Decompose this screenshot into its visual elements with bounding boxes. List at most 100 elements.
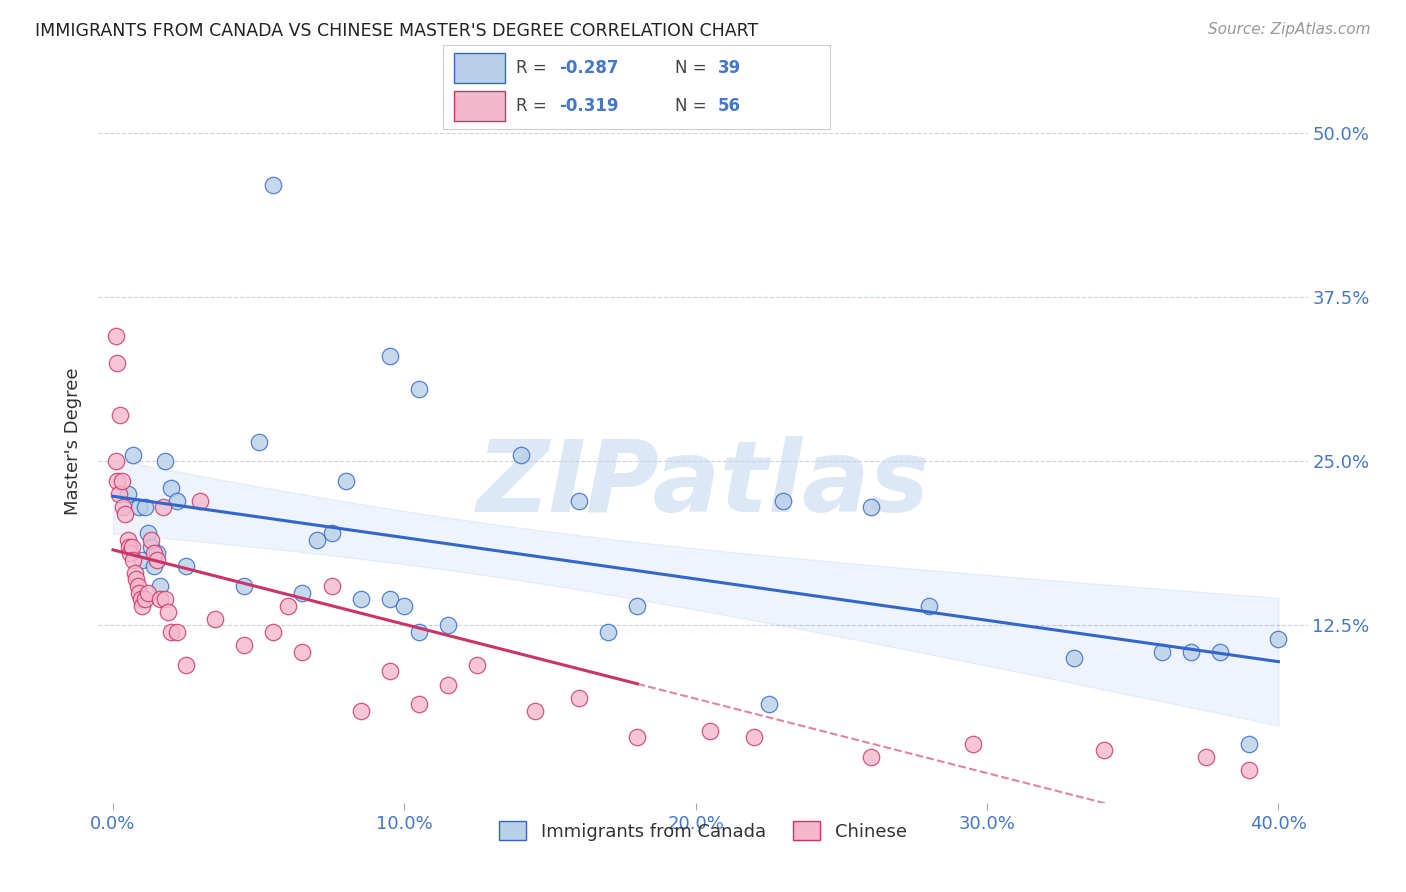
Point xyxy=(509,448,531,462)
Text: -0.319: -0.319 xyxy=(560,97,619,115)
Text: N =: N = xyxy=(675,97,711,115)
Text: ZIPatlas: ZIPatlas xyxy=(477,436,929,533)
Text: 56: 56 xyxy=(717,97,741,115)
Point xyxy=(174,559,197,574)
Point xyxy=(568,493,591,508)
Point xyxy=(1194,749,1216,764)
Point xyxy=(1267,632,1289,646)
Point xyxy=(568,690,591,705)
Point xyxy=(408,625,430,640)
Point xyxy=(408,382,430,396)
Text: R =: R = xyxy=(516,97,553,115)
Point xyxy=(128,585,150,599)
Point xyxy=(108,487,131,501)
Point xyxy=(437,618,460,632)
Point xyxy=(155,592,177,607)
Point xyxy=(134,500,156,515)
Point xyxy=(742,730,765,744)
Point xyxy=(321,526,343,541)
Point xyxy=(247,434,270,449)
Point xyxy=(962,737,984,751)
Point xyxy=(114,507,136,521)
Text: IMMIGRANTS FROM CANADA VS CHINESE MASTER'S DEGREE CORRELATION CHART: IMMIGRANTS FROM CANADA VS CHINESE MASTER… xyxy=(35,22,758,40)
Point xyxy=(166,625,188,640)
Point xyxy=(160,481,183,495)
Point xyxy=(129,592,152,607)
Point xyxy=(350,592,373,607)
Point xyxy=(291,645,314,659)
Point xyxy=(117,487,139,501)
Point xyxy=(104,454,127,468)
Point xyxy=(859,749,882,764)
Point xyxy=(125,573,148,587)
Point xyxy=(112,500,135,515)
Point xyxy=(128,500,150,515)
Point xyxy=(1092,743,1115,757)
Text: R =: R = xyxy=(516,59,553,77)
Point xyxy=(305,533,328,547)
Point xyxy=(262,178,284,193)
Text: 39: 39 xyxy=(717,59,741,77)
Point xyxy=(121,540,143,554)
Point xyxy=(124,566,146,580)
Point xyxy=(149,592,172,607)
Point xyxy=(465,657,488,672)
Point xyxy=(378,349,401,363)
Point xyxy=(145,546,167,560)
Point xyxy=(152,500,174,515)
Point xyxy=(394,599,416,613)
Bar xyxy=(454,91,505,120)
Point xyxy=(155,454,177,468)
Point xyxy=(758,698,780,712)
Point xyxy=(160,625,183,640)
Point xyxy=(378,665,401,679)
Point xyxy=(699,723,721,738)
Point xyxy=(134,592,156,607)
Point xyxy=(105,356,128,370)
Point xyxy=(104,329,127,343)
Point xyxy=(1239,763,1261,777)
Point xyxy=(598,625,620,640)
Text: -0.287: -0.287 xyxy=(560,59,619,77)
Point xyxy=(190,493,212,508)
Point xyxy=(127,579,149,593)
Point xyxy=(145,553,167,567)
Point xyxy=(136,526,159,541)
Point xyxy=(131,599,153,613)
Point xyxy=(139,533,162,547)
Point xyxy=(1063,651,1085,665)
Legend: Immigrants from Canada, Chinese: Immigrants from Canada, Chinese xyxy=(492,814,914,848)
Point xyxy=(1150,645,1173,659)
Point xyxy=(408,698,430,712)
Point xyxy=(291,585,314,599)
Point xyxy=(918,599,941,613)
Point xyxy=(122,553,145,567)
Point xyxy=(437,677,460,691)
Point xyxy=(321,579,343,593)
Point xyxy=(335,474,357,488)
Y-axis label: Master's Degree: Master's Degree xyxy=(65,368,83,516)
Point xyxy=(120,546,142,560)
Point xyxy=(233,638,256,652)
Point xyxy=(1180,645,1202,659)
Point xyxy=(1209,645,1232,659)
Point xyxy=(772,493,794,508)
Text: N =: N = xyxy=(675,59,711,77)
Point xyxy=(131,553,153,567)
Point xyxy=(204,612,226,626)
Point xyxy=(105,474,128,488)
Point xyxy=(149,579,172,593)
Point xyxy=(277,599,299,613)
Point xyxy=(111,474,134,488)
Point xyxy=(136,585,159,599)
Point xyxy=(524,704,547,718)
Point xyxy=(378,592,401,607)
Bar xyxy=(454,54,505,83)
Text: Source: ZipAtlas.com: Source: ZipAtlas.com xyxy=(1208,22,1371,37)
Point xyxy=(233,579,256,593)
Point xyxy=(174,657,197,672)
Point xyxy=(142,559,165,574)
Point xyxy=(118,540,141,554)
Point xyxy=(626,599,648,613)
Point xyxy=(859,500,882,515)
